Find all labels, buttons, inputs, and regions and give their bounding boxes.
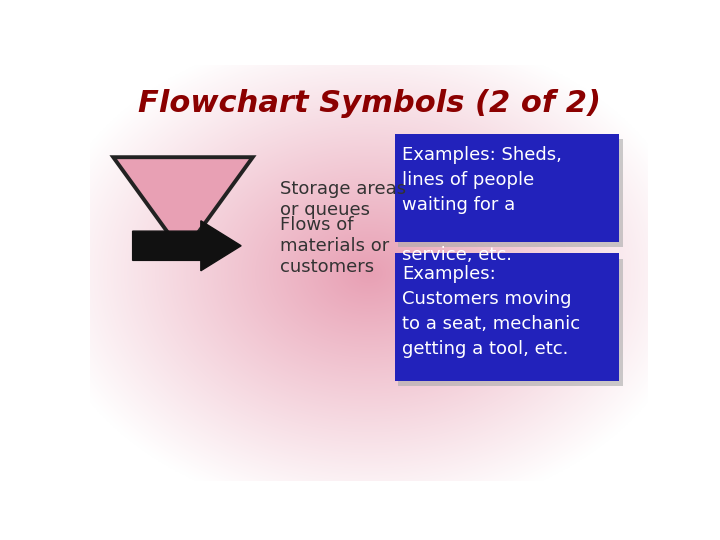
FancyBboxPatch shape: [398, 259, 624, 386]
FancyArrow shape: [132, 221, 241, 271]
Text: Flows of
materials or
customers: Flows of materials or customers: [280, 216, 389, 275]
Text: Examples: Sheds,
lines of people
waiting for a: Examples: Sheds, lines of people waiting…: [402, 146, 562, 214]
FancyBboxPatch shape: [398, 139, 624, 247]
Polygon shape: [113, 157, 253, 253]
Text: Storage areas
or queues: Storage areas or queues: [280, 180, 406, 219]
Text: Examples:
Customers moving
to a seat, mechanic
getting a tool, etc.: Examples: Customers moving to a seat, me…: [402, 265, 580, 358]
Text: service, etc.: service, etc.: [402, 246, 513, 264]
FancyBboxPatch shape: [395, 253, 619, 381]
FancyBboxPatch shape: [395, 134, 619, 242]
Text: Flowchart Symbols (2 of 2): Flowchart Symbols (2 of 2): [138, 89, 600, 118]
